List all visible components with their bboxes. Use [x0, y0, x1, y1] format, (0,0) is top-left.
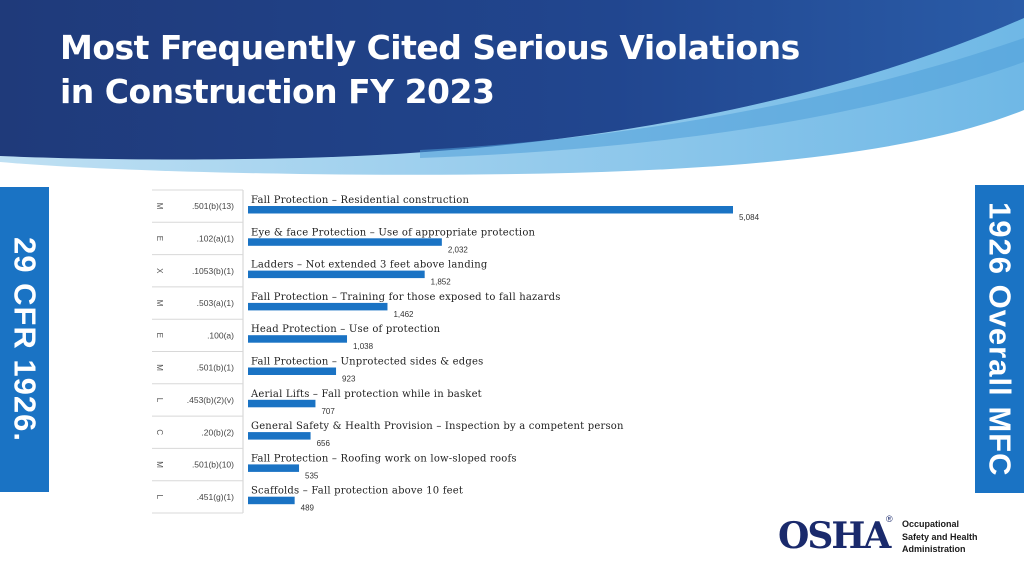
left-side-label-text: 29 CFR 1926.	[7, 237, 43, 442]
title-line-2: in Construction FY 2023	[60, 72, 495, 111]
standard-number: .451(g)(1)	[197, 492, 234, 502]
violation-label: Scaffolds – Fall protection above 10 fee…	[251, 486, 463, 497]
standard-number: .501(b)(1)	[197, 363, 234, 373]
category-code: E	[155, 333, 164, 338]
violation-label: Head Protection – Use of protection	[251, 324, 441, 335]
category-code: C	[155, 429, 164, 435]
category-code: L	[155, 398, 164, 403]
value-label: 1,038	[353, 342, 374, 351]
value-label: 923	[342, 375, 356, 384]
standard-number: .501(b)(13)	[192, 201, 234, 211]
standard-number: .102(a)(1)	[197, 233, 234, 243]
osha-name-line-2: Safety and Health	[902, 531, 978, 542]
value-label: 535	[305, 471, 319, 480]
bar	[248, 496, 295, 505]
bar	[248, 238, 442, 246]
standard-number: .100(a)	[207, 330, 234, 340]
value-label: 2,032	[448, 245, 469, 254]
bar	[248, 367, 337, 375]
value-label: 1,852	[431, 278, 452, 287]
standard-number: .503(a)(1)	[197, 298, 234, 308]
bar	[248, 335, 348, 343]
category-code: X	[155, 268, 164, 274]
osha-wordmark: OSHA	[778, 515, 891, 557]
category-code: E	[155, 236, 164, 241]
violation-label: Aerial Lifts – Fall protection while in …	[250, 389, 482, 400]
osha-name-line-1: Occupational	[902, 519, 960, 529]
right-side-label: 1926 Overall MFC	[975, 185, 1024, 493]
violation-label: General Safety & Health Provision – Insp…	[251, 421, 624, 432]
bar	[248, 399, 316, 408]
violation-label: Ladders – Not extended 3 feet above land…	[251, 260, 488, 271]
value-label: 5,084	[739, 213, 760, 222]
bar	[248, 302, 388, 311]
standard-number: .1053(b)(1)	[192, 266, 234, 276]
bar	[248, 206, 733, 214]
standard-number: .20(b)(2)	[201, 427, 234, 437]
standard-number: .501(b)(10)	[192, 460, 234, 470]
category-code: M	[155, 364, 164, 371]
violation-label: Fall Protection – Residential constructi…	[251, 195, 469, 206]
osha-logo: OSHA ® Occupational Safety and Health Ad…	[778, 514, 1008, 560]
category-code: L	[155, 495, 164, 500]
bar	[248, 432, 311, 440]
bar	[248, 270, 425, 279]
category-code: M	[155, 461, 164, 468]
value-label: 656	[317, 439, 331, 448]
violation-label: Fall Protection – Training for those exp…	[251, 292, 561, 303]
osha-name-line-3: Administration	[902, 544, 966, 554]
value-label: 1,462	[393, 310, 414, 319]
value-label: 489	[301, 504, 315, 513]
header-banner	[0, 0, 1024, 175]
left-side-label: 29 CFR 1926.	[0, 187, 49, 492]
right-side-label-text: 1926 Overall MFC	[982, 201, 1018, 477]
violation-label: Fall Protection – Roofing work on low-sl…	[251, 453, 517, 464]
violation-label: Eye & face Protection – Use of appropria…	[251, 227, 536, 238]
page-title: Most Frequently Cited Serious Violations…	[60, 26, 800, 114]
osha-full-name: Occupational Safety and Health Administr…	[902, 518, 978, 556]
category-code: M	[155, 203, 164, 210]
violation-label: Fall Protection – Unprotected sides & ed…	[251, 357, 483, 368]
registered-mark: ®	[886, 514, 893, 524]
standard-number: .453(b)(2)(v)	[187, 395, 234, 405]
bar	[248, 464, 300, 472]
violations-bar-chart: M .501(b)(13) Fall Protection – Residentia…	[152, 189, 760, 514]
category-code: M	[155, 300, 164, 307]
title-line-1: Most Frequently Cited Serious Violations	[60, 28, 800, 67]
value-label: 707	[321, 407, 335, 416]
